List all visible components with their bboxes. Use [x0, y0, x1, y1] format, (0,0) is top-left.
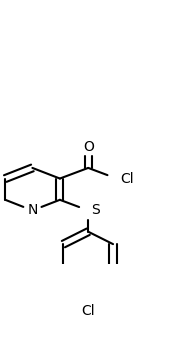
Text: O: O	[83, 140, 94, 154]
Text: S: S	[91, 203, 100, 217]
Text: Cl: Cl	[81, 304, 95, 318]
Text: N: N	[27, 203, 38, 217]
Text: Cl: Cl	[120, 172, 134, 186]
